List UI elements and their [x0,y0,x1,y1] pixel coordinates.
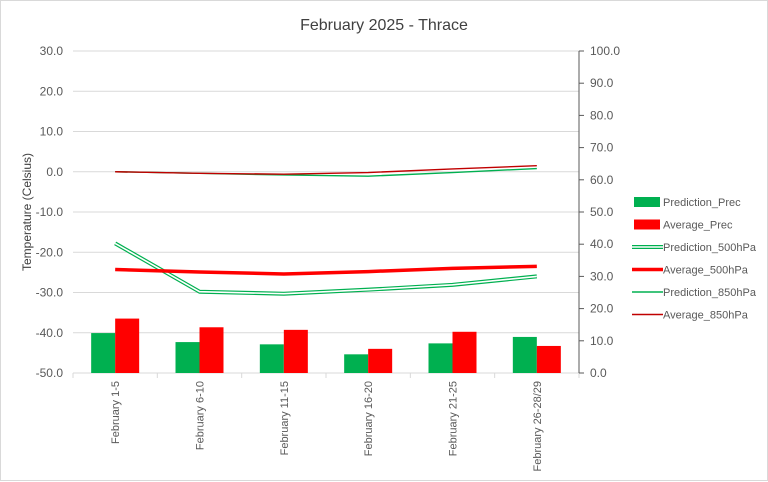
x-tick-label: February 11-15 [279,381,291,455]
right-tick-label: 60.0 [590,173,614,187]
x-tick-label: February 21-25 [448,381,460,456]
right-tick-label: 0.0 [590,366,607,380]
right-tick-label: 40.0 [590,237,614,251]
right-tick-label: 10.0 [590,334,614,348]
bar-average-prec [199,327,224,373]
x-axis-labels: February 1-5 February 6-10 February 11-15 F… [110,381,544,472]
right-tick-label: 20.0 [590,302,614,316]
right-tick-label: 80.0 [590,108,614,122]
line-series [114,165,538,296]
left-tick-label: -30.0 [36,286,64,300]
left-tick-label: 20.0 [40,84,64,98]
bar-prediction-prec [512,336,537,373]
bar-average-prec [283,329,308,373]
bar-average-prec [115,318,140,373]
legend-average-prec-swatch [634,219,660,230]
right-tick-label: 100.0 [590,44,620,58]
gridlines [72,50,580,378]
legend-prediction-850hpa-label: Prediction_850hPa [663,287,757,299]
bar-series [91,318,561,373]
right-tick-label: 90.0 [590,76,614,90]
bar-prediction-prec [428,343,453,373]
right-tick-label: 70.0 [590,141,614,155]
bar-prediction-prec [175,342,200,373]
legend-average-prec-label: Average_Prec [663,220,733,232]
x-tick-label: February 16-20 [363,381,375,456]
x-tick-label: February 1-5 [110,381,122,444]
x-tick-label: February 6-10 [195,381,207,450]
left-tick-label: -20.0 [36,245,64,259]
right-tick-label: 50.0 [590,205,614,219]
left-tick-label: -10.0 [36,205,64,219]
line-prediction-500hpa-inner [114,242,537,295]
chart-title: February 2025 - Thrace [300,17,468,34]
left-tick-label: -40.0 [36,326,64,340]
bar-prediction-prec [344,354,369,373]
line-average-500hpa [115,264,537,276]
y-axis-label: Temperature (Celsius) [20,153,34,271]
left-tick-label: 10.0 [40,125,64,139]
right-axis-ticks: 100.0 90.0 80.0 70.0 60.0 50.0 40.0 30.0 20.0 10.… [578,44,620,380]
bar-prediction-prec [259,344,284,373]
bar-average-prec [368,348,393,373]
legend-average-850hpa-label: Average_850hPa [663,310,749,322]
left-axis-ticks: 30.0 20.0 10.0 0.0 -10.0 -20.0 -30.0 -40.0 -50.0 [36,44,64,380]
legend-prediction-500hpa-label: Prediction_500hPa [663,242,757,254]
line-average-850hpa [115,165,537,175]
right-tick-label: 30.0 [590,269,614,283]
legend: Prediction_Prec Average_Prec Prediction_50… [632,197,757,322]
legend-prediction-prec-swatch [634,197,660,207]
bar-average-prec [452,331,477,373]
bar-prediction-prec [91,333,116,373]
left-tick-label: 30.0 [40,44,64,58]
left-tick-label: 0.0 [46,165,63,179]
bar-average-prec [536,345,561,373]
legend-prediction-prec-label: Prediction_Prec [663,197,741,209]
legend-average-500hpa-label: Average_500hPa [663,265,749,277]
left-tick-label: -50.0 [36,366,64,380]
x-tick-label: February 26-28/29 [532,381,544,472]
